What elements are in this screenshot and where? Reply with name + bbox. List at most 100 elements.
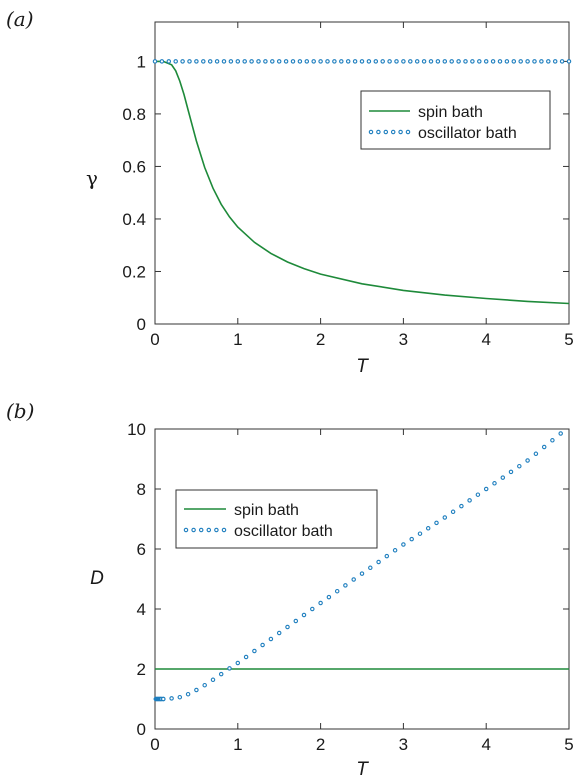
panel-b-label: (b) xyxy=(6,399,34,423)
panel-a-oscillator-bath-point xyxy=(497,59,503,64)
panel-a-legend: spin bath oscillator bath xyxy=(360,90,551,150)
panel-a-x-tick-label: 3 xyxy=(399,330,408,349)
panel-a-oscillator-bath-point xyxy=(297,59,303,64)
panel-b-oscillator-bath-point xyxy=(243,654,249,660)
panel-b-oscillator-bath-point xyxy=(525,458,530,463)
panel-b-oscillator-bath-point xyxy=(301,612,307,618)
panel-a-oscillator-bath-point xyxy=(387,59,392,64)
panel-a-oscillator-bath-point xyxy=(194,59,199,64)
panel-b-oscillator-bath-point xyxy=(376,559,381,565)
panel-b-oscillator-bath-point xyxy=(492,481,497,486)
panel-a-oscillator-bath-point xyxy=(463,59,468,64)
panel-a-x-tick-label: 1 xyxy=(233,330,242,349)
panel-a-oscillator-bath-point xyxy=(187,59,192,64)
panel-a-legend-oscillator-dot xyxy=(398,129,403,135)
panel-b-oscillator-bath-point xyxy=(326,594,332,600)
panel-b-oscillator-bath-point xyxy=(310,606,315,612)
panel-b-oscillator-bath-point xyxy=(276,630,282,636)
panel-a-y-tick-label: 1 xyxy=(137,52,146,71)
panel-b-oscillator-bath-point xyxy=(334,588,340,594)
panel-a-oscillator-bath-point xyxy=(414,59,420,64)
panel-b-oscillator-bath-point xyxy=(392,548,398,553)
panel-b-series-oscillator-bath xyxy=(153,431,563,702)
panel-a-oscillator-bath-point xyxy=(366,59,372,64)
panel-b-oscillator-bath-point xyxy=(508,469,514,475)
panel-b-legend-oscillator-dot xyxy=(206,527,212,533)
panel-a-label: (a) xyxy=(6,7,34,31)
panel-a-y-axis-label: γ xyxy=(86,166,98,190)
panel-b-oscillator-bath-point xyxy=(260,642,265,648)
panel-b-x-tick-label: 0 xyxy=(150,735,159,754)
panel-a-y-tick-label: 0.6 xyxy=(122,157,146,176)
panel-b-oscillator-bath-point xyxy=(550,438,555,443)
panel-a-legend-oscillator-dot xyxy=(405,129,411,135)
panel-a-chart: (a) 0 1 2 3 4 5 0 0.2 0.4 0.6 0.8 1 T γ spin bath o… xyxy=(6,7,574,377)
panel-a-oscillator-bath-point xyxy=(373,59,379,64)
panel-b-ticks: 0 1 2 3 4 5 0 2 4 6 8 10 xyxy=(127,420,574,754)
panel-a-oscillator-bath-point xyxy=(525,59,530,64)
panel-b-oscillator-bath-point xyxy=(268,636,274,642)
panel-b-legend-oscillator-dot xyxy=(221,527,227,533)
panel-a-oscillator-bath-point xyxy=(235,59,241,64)
panel-a-oscillator-bath-point xyxy=(511,59,517,64)
panel-b-oscillator-bath-point xyxy=(210,677,216,683)
panel-a-legend-oscillator-dot xyxy=(383,129,389,135)
panel-b-oscillator-bath-point xyxy=(450,509,456,515)
panel-a-oscillator-bath-point xyxy=(435,59,441,64)
panel-b-oscillator-bath-point xyxy=(541,444,547,450)
panel-a-series xyxy=(152,59,572,305)
panel-b-series xyxy=(153,431,569,702)
panel-b-oscillator-bath-point xyxy=(500,475,506,480)
panel-a-oscillator-bath-point xyxy=(221,59,227,64)
panel-b-y-tick-label: 2 xyxy=(137,660,146,679)
panel-a-y-tick-label: 0.8 xyxy=(122,105,146,124)
panel-b-legend-oscillator-dot xyxy=(191,527,196,533)
panel-a-oscillator-bath-point xyxy=(394,59,399,64)
panel-b-oscillator-bath-point xyxy=(368,565,373,571)
panel-a-oscillator-bath-point xyxy=(428,59,434,64)
panel-a-oscillator-bath-point xyxy=(566,59,572,64)
panel-b-x-axis-label: T xyxy=(356,759,369,779)
panel-a-ticks: 0 1 2 3 4 5 0 0.2 0.4 0.6 0.8 1 xyxy=(122,22,574,349)
panel-a-x-tick-label: 0 xyxy=(150,330,159,349)
panel-a-oscillator-bath-point xyxy=(166,59,172,64)
panel-a-oscillator-bath-point xyxy=(214,59,220,64)
panel-b-oscillator-bath-point xyxy=(409,536,414,542)
panel-b-y-tick-label: 0 xyxy=(137,720,146,739)
panel-b-chart: (b) 0 1 2 3 4 5 0 2 4 6 8 10 T D spin bath oscillat… xyxy=(6,399,574,779)
panel-b-oscillator-bath-point xyxy=(252,648,257,654)
panel-a-oscillator-bath-point xyxy=(152,59,158,64)
panel-b-oscillator-bath-point xyxy=(318,600,323,606)
panel-b-y-tick-label: 6 xyxy=(137,540,146,559)
panel-a-oscillator-bath-point xyxy=(180,59,185,64)
panel-b-oscillator-bath-point xyxy=(384,553,390,559)
panel-a-oscillator-bath-point xyxy=(332,59,337,64)
panel-b-x-tick-label: 3 xyxy=(399,735,408,754)
panel-b-oscillator-bath-point xyxy=(218,671,224,677)
panel-b-oscillator-bath-point xyxy=(533,451,539,457)
panel-b-oscillator-bath-point xyxy=(161,696,166,702)
panel-a-oscillator-bath-point xyxy=(339,59,344,64)
panel-a-oscillator-bath-point xyxy=(159,59,165,64)
panel-b-legend-oscillator-dot xyxy=(183,527,189,533)
panel-b-oscillator-bath-point xyxy=(425,526,431,531)
panel-b-legend-oscillator-label: oscillator bath xyxy=(234,523,333,540)
panel-a-legend-oscillator-dot xyxy=(368,129,374,135)
panel-a-oscillator-bath-point xyxy=(242,59,247,64)
panel-a-oscillator-bath-point xyxy=(483,59,489,64)
panel-a-oscillator-bath-point xyxy=(290,59,296,64)
panel-a-x-tick-label: 4 xyxy=(481,330,490,349)
panel-a-oscillator-bath-point xyxy=(345,59,351,64)
panel-a-oscillator-bath-point xyxy=(352,59,358,64)
panel-b-oscillator-bath-point xyxy=(467,498,472,503)
panel-b-oscillator-bath-point xyxy=(483,486,489,492)
panel-b-oscillator-bath-point xyxy=(351,577,356,582)
panel-a-oscillator-bath-point xyxy=(173,59,178,64)
panel-a-series-oscillator-bath xyxy=(152,59,572,64)
panel-b-oscillator-bath-point xyxy=(459,503,464,509)
panel-a-legend-spin-label: spin bath xyxy=(418,104,483,121)
panel-b-oscillator-bath-point xyxy=(285,624,290,630)
panel-a-y-tick-label: 0.2 xyxy=(122,262,146,281)
panel-a-oscillator-bath-point xyxy=(421,59,427,64)
